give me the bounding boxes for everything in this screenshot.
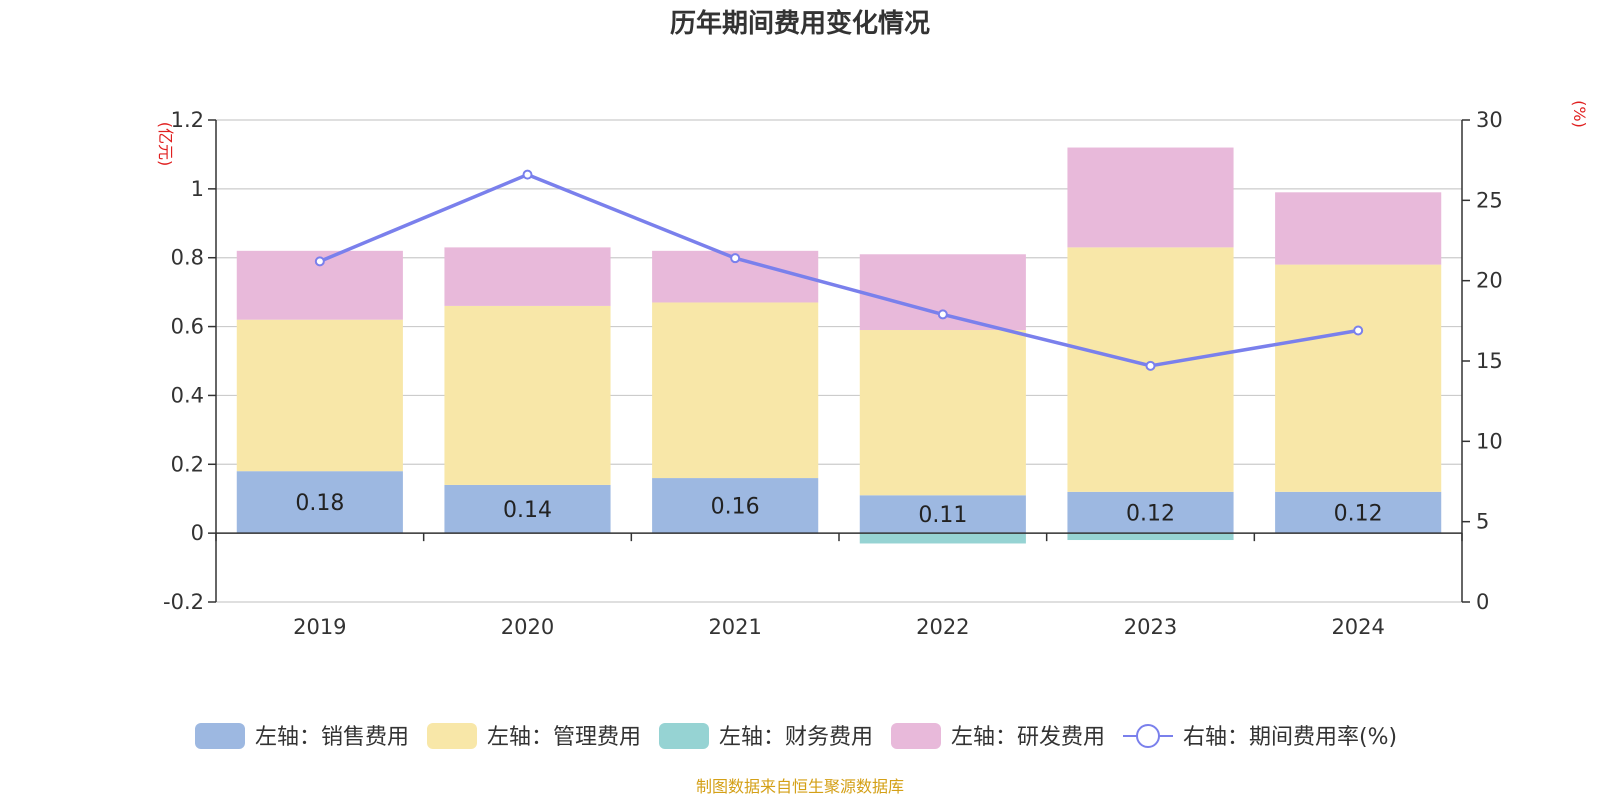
right-tick-label: 25 (1476, 188, 1503, 212)
x-tick-label-2021: 2021 (708, 615, 761, 639)
left-tick-label: 0.2 (171, 452, 204, 476)
source-note: 制图数据来自恒生聚源数据库 (696, 777, 904, 796)
x-tick-label-2023: 2023 (1124, 615, 1177, 639)
axes: -0.2 0 0.2 0.4 0.6 0.8 1 1.2 0 5 10 15 20 25 30 2019 202… (163, 108, 1503, 639)
legend-marker-rate (1136, 724, 1160, 748)
legend-swatch-finance (659, 723, 709, 749)
legend-item-finance[interactable]: 左轴：财务费用 (659, 723, 873, 750)
bar-finance-2022 (859, 533, 1026, 544)
bar-admin-2024 (1275, 264, 1442, 492)
chart-title: 历年期间费用变化情况 (670, 8, 930, 39)
data-label-sales-2022: 0.11 (918, 503, 967, 528)
bar-sales-2024 (1275, 491, 1442, 534)
right-axis-unit: (%) (1570, 100, 1589, 128)
bar-admin-2020 (444, 305, 611, 485)
data-labels: 0.18 0.14 0.16 0.11 0.12 0.12 (295, 491, 1382, 528)
legend-swatch-rnd (891, 723, 941, 749)
legend-label-rnd: 左轴：研发费用 (951, 725, 1105, 750)
left-tick-label: 0.6 (171, 315, 204, 339)
right-tick-label: 15 (1476, 349, 1503, 373)
x-tick-label-2022: 2022 (916, 615, 969, 639)
data-label-sales-2023: 0.12 (1126, 501, 1175, 526)
bar-admin-2019 (236, 319, 403, 472)
legend-label-rate: 右轴：期间费用率(%) (1183, 725, 1397, 750)
legend-item-rate[interactable]: 右轴：期间费用率(%) (1123, 724, 1397, 750)
left-axis-unit: (亿元) (156, 122, 175, 167)
bar-rnd-2024 (1275, 192, 1442, 265)
legend-swatch-sales (195, 723, 245, 749)
bar-sales-2019 (236, 471, 403, 534)
right-tick-label: 0 (1476, 590, 1489, 614)
rate-line (314, 169, 1364, 371)
data-label-sales-2020: 0.14 (503, 498, 552, 523)
bar-sales-2023 (1067, 491, 1234, 534)
rate-point-2024 (1353, 325, 1364, 336)
right-tick-label: 10 (1476, 429, 1503, 453)
left-tick-label: 0.8 (171, 246, 204, 270)
legend-swatch-admin (427, 723, 477, 749)
right-tick-label: 5 (1476, 510, 1489, 534)
legend-item-sales[interactable]: 左轴：销售费用 (195, 723, 409, 750)
bar-sales-2021 (652, 478, 819, 534)
left-tick-label: 1.2 (171, 108, 204, 132)
right-tick-label: 20 (1476, 269, 1503, 293)
x-tick-label-2019: 2019 (293, 615, 346, 639)
bar-rnd-2020 (444, 247, 611, 306)
legend-label-sales: 左轴：销售费用 (255, 725, 409, 750)
data-label-sales-2021: 0.16 (711, 495, 760, 520)
bar-finance-2023 (1067, 533, 1234, 541)
bar-rnd-2023 (1067, 147, 1234, 248)
rate-point-2019 (314, 256, 325, 267)
x-tick-label-2020: 2020 (501, 615, 554, 639)
rate-point-2023 (1145, 360, 1156, 371)
legend-item-rnd[interactable]: 左轴：研发费用 (891, 723, 1105, 750)
left-tick-label: 0.4 (171, 383, 204, 407)
left-tick-label: -0.2 (163, 590, 204, 614)
rate-point-2021 (730, 253, 741, 264)
data-label-sales-2019: 0.18 (295, 491, 344, 516)
legend-label-finance: 左轴：财务费用 (719, 725, 873, 750)
legend-item-admin[interactable]: 左轴：管理费用 (427, 723, 641, 750)
x-tick-label-2024: 2024 (1331, 615, 1384, 639)
left-tick-label: 1 (191, 177, 204, 201)
rate-point-2022 (937, 309, 948, 320)
rate-point-2020 (522, 169, 533, 180)
bar-admin-2022 (859, 330, 1026, 496)
right-tick-label: 30 (1476, 108, 1503, 132)
data-label-sales-2024: 0.12 (1334, 501, 1383, 526)
rate-line-path (319, 172, 1359, 368)
left-tick-label: 0 (191, 521, 204, 545)
bar-admin-2021 (652, 302, 819, 479)
legend-label-admin: 左轴：管理费用 (487, 725, 641, 750)
bar-sales-2022 (859, 495, 1026, 534)
legend: 左轴：销售费用 左轴：管理费用 左轴：财务费用 左轴：研发费用 右轴：期间费用率(%) (195, 723, 1397, 750)
bar-sales-2020 (444, 484, 611, 534)
